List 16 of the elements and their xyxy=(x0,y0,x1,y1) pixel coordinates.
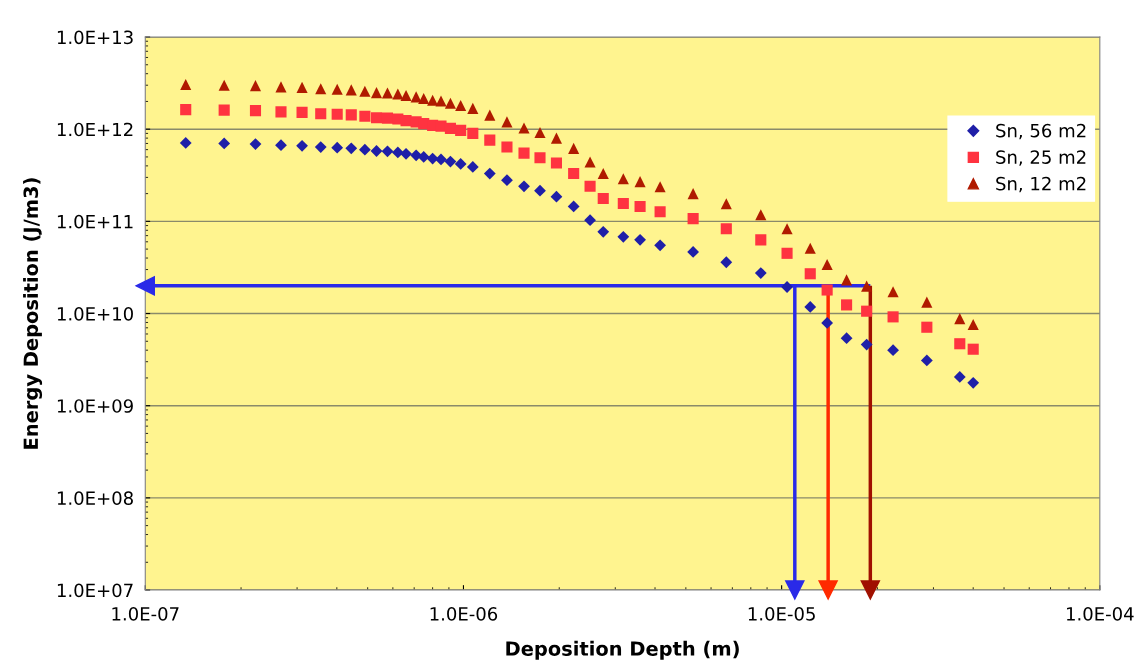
x-tick-label: 1.0E-04 xyxy=(1066,607,1134,621)
legend-label: Sn, 25 m2 xyxy=(996,150,1086,166)
y-tick-label: 1.0E+07 xyxy=(57,583,133,598)
y-tick-label: 1.0E+13 xyxy=(57,30,133,45)
x-axis-title: Deposition Depth (m) xyxy=(506,640,739,660)
legend-label: Sn, 56 m2 xyxy=(996,123,1086,140)
y-tick-label: 1.0E+11 xyxy=(57,214,133,229)
x-tick-label: 1.0E-06 xyxy=(430,607,498,621)
y-tick-label: 1.0E+08 xyxy=(57,491,133,505)
y-axis-title: Energy Deposition (J/m3) xyxy=(23,178,43,449)
y-tick-label: 1.0E+10 xyxy=(57,306,133,321)
x-tick-label: 1.0E-05 xyxy=(748,607,815,621)
y-tick-label: 1.0E+12 xyxy=(57,122,133,137)
legend-label: Sn, 12 m2 xyxy=(996,176,1086,193)
y-tick-label: 1.0E+09 xyxy=(57,399,133,413)
x-tick-label: 1.0E-07 xyxy=(112,607,179,621)
